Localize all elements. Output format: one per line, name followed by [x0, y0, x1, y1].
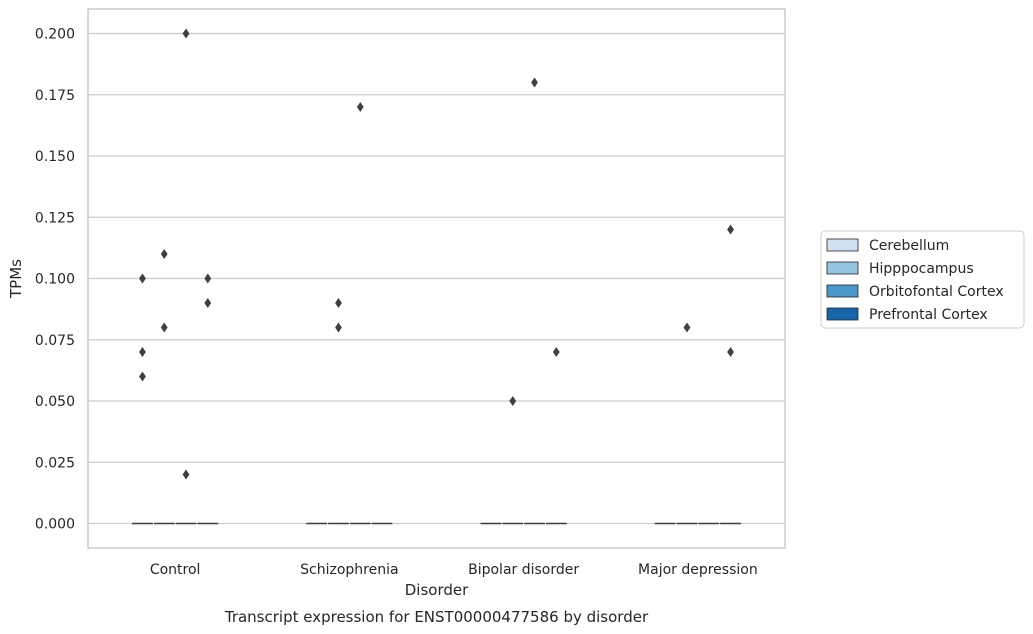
x-tick-label: Schizophrenia [300, 562, 398, 578]
legend: Cerebellum Hipppocampus Orbitofontal Corte… [820, 230, 1025, 329]
legend-swatch [826, 307, 859, 321]
outlier-point [531, 77, 538, 88]
x-tick-labels: Control Schizophrenia Bipolar disorder Majo… [150, 562, 758, 578]
y-tick-label: 0.075 [35, 333, 75, 349]
outlier-point [139, 273, 146, 284]
outlier-point [335, 322, 342, 333]
y-tick-labels: 0.000 0.025 0.050 0.075 0.100 0.125 0.150 0.175… [35, 27, 75, 533]
outlier-point [160, 249, 168, 259]
legend-entry: Orbitofontal Cortex [869, 284, 1004, 300]
y-gridlines [88, 32, 785, 525]
y-tick-label: 0.100 [35, 272, 75, 288]
y-tick-label: 0.125 [35, 210, 75, 226]
outlier-point [204, 273, 212, 284]
outlier-point [552, 347, 560, 357]
outlier-point [182, 28, 190, 39]
outlier-point [139, 347, 146, 357]
legend-swatch [826, 261, 859, 275]
outlier-point [182, 469, 190, 480]
y-tick-label: 0.025 [35, 455, 75, 471]
outlier-point [509, 396, 517, 406]
legend-frame [820, 230, 1025, 329]
legend-entry: Hipppocampus [869, 261, 974, 277]
chart-title: Transcript expression for ENST0000047758… [224, 608, 649, 626]
x-tick-label: Bipolar disorder [468, 562, 579, 578]
outlier-point [160, 322, 168, 333]
x-tick-label: Major depression [638, 562, 758, 578]
outlier-point [727, 347, 734, 357]
legend-entry: Prefrontal Cortex [869, 307, 988, 323]
outlier-point [356, 102, 364, 112]
y-axis-label: TPMs [7, 259, 25, 299]
outlier-points-group [139, 28, 734, 480]
y-tick-label: 0.150 [35, 149, 75, 165]
y-tick-label: 0.050 [35, 394, 75, 410]
outlier-point [335, 298, 342, 308]
outlier-point [727, 224, 734, 235]
legend-swatch [826, 284, 859, 298]
y-tick-label: 0.175 [35, 88, 75, 104]
outlier-point [683, 322, 691, 333]
plot-frame [87, 8, 786, 549]
outlier-point [139, 371, 146, 382]
legend-entry: Cerebellum [869, 238, 949, 254]
y-tick-label: 0.000 [35, 517, 75, 533]
outlier-point [204, 298, 212, 308]
legend-swatch [826, 238, 859, 252]
y-tick-label: 0.200 [35, 27, 75, 43]
x-tick-label: Control [150, 562, 201, 578]
x-axis-label: Disorder [405, 581, 469, 599]
